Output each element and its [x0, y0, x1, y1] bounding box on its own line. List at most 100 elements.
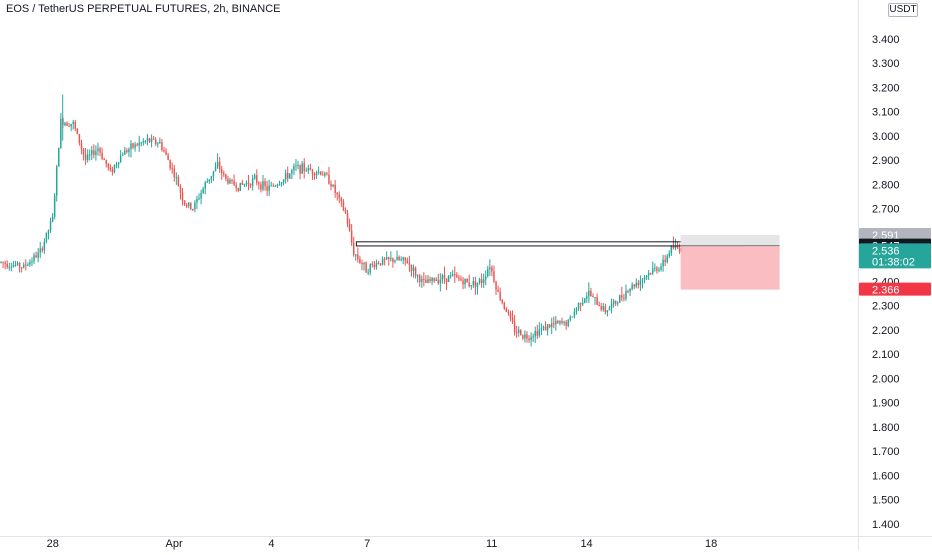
candle-body: [532, 336, 534, 338]
candle-body: [227, 178, 229, 184]
candle-body: [458, 277, 460, 279]
candle-body: [577, 303, 580, 309]
candle-body: [586, 296, 588, 299]
candle-body: [433, 278, 435, 281]
y-tick-label: 2.200: [872, 325, 900, 337]
candle-body: [623, 297, 625, 299]
candle-body: [223, 173, 225, 175]
candle-body: [86, 154, 89, 161]
candle-body: [243, 184, 246, 186]
candle-body: [229, 179, 231, 184]
candle-body: [629, 289, 631, 292]
target-zone[interactable]: [680, 235, 780, 246]
candle-body: [109, 167, 112, 170]
candle-body: [536, 331, 539, 336]
candle-body: [652, 268, 654, 274]
candle-body: [175, 177, 178, 179]
candle-body: [559, 320, 561, 324]
candle-body: [350, 230, 353, 243]
candle-body: [423, 278, 425, 280]
candle-body: [454, 274, 456, 276]
candle-body: [43, 241, 46, 251]
candle-body: [472, 281, 475, 286]
symbol-title[interactable]: EOS / TetherUS PERPETUAL FUTURES, 2h, BI…: [6, 3, 281, 15]
candle-body: [369, 264, 371, 273]
candle-body: [200, 192, 202, 199]
candle-body: [111, 169, 114, 173]
stop-zone[interactable]: [680, 245, 780, 290]
candle-body: [674, 245, 677, 249]
candle-body: [658, 269, 660, 271]
candle-body: [375, 262, 378, 268]
candle-body: [476, 282, 479, 287]
candle-body: [544, 326, 547, 331]
price-axis-panel[interactable]: [858, 0, 932, 550]
candle-body: [177, 177, 180, 187]
candle-body: [324, 173, 326, 176]
candle-body: [538, 329, 541, 336]
candle-body: [282, 179, 285, 183]
candle-body: [27, 264, 29, 266]
candle-body: [185, 204, 188, 207]
candle-body: [231, 179, 233, 181]
candle-body: [491, 267, 493, 272]
candle-body: [429, 279, 431, 282]
candle-body: [280, 182, 283, 185]
currency-unit-button[interactable]: USDT: [888, 3, 918, 17]
candle-body: [487, 269, 489, 277]
candle-body: [588, 290, 590, 297]
last-price-label: 2.536: [872, 245, 900, 257]
candle-body: [501, 299, 503, 303]
candle-body: [579, 303, 582, 305]
x-tick-label: Apr: [166, 538, 183, 550]
y-tick-label: 2.900: [872, 155, 900, 167]
candle-body: [239, 182, 242, 191]
candle-body: [76, 128, 79, 135]
candle-body: [204, 182, 206, 189]
candle-body: [478, 279, 481, 283]
last-price-tag: [859, 243, 931, 269]
stop-price-label: 2.366: [872, 285, 900, 297]
x-tick-label: 4: [268, 538, 274, 550]
candle-body: [363, 262, 365, 265]
candle-body: [581, 302, 584, 305]
candle-body: [313, 173, 316, 176]
candle-body: [262, 181, 264, 190]
candle-body: [64, 122, 66, 125]
candle-body: [10, 266, 13, 268]
candle-body: [253, 175, 256, 179]
candle-body: [443, 275, 446, 279]
candle-body: [359, 258, 361, 263]
candle-body: [136, 144, 138, 146]
candle-body: [117, 162, 120, 165]
candle-body: [464, 278, 466, 285]
candle-body: [610, 303, 613, 308]
candle-body: [266, 186, 268, 191]
candle-body: [278, 184, 281, 186]
candle-body: [301, 163, 303, 174]
candle-body: [16, 263, 19, 265]
drawing-tools-layer[interactable]: [355, 235, 780, 290]
candle-body: [592, 295, 594, 298]
candle-body: [553, 323, 555, 325]
y-tick-label: 1.900: [872, 398, 900, 410]
x-tick-label: 28: [47, 538, 59, 550]
candle-body: [408, 263, 411, 266]
candle-body: [621, 295, 623, 298]
candle-body: [196, 198, 198, 203]
candle-body: [649, 273, 652, 275]
candle-body: [138, 142, 140, 146]
candle-body: [530, 337, 532, 341]
candle-body: [6, 263, 8, 268]
candle-body: [367, 272, 369, 274]
candle-body: [462, 280, 464, 285]
candle-body: [522, 335, 524, 339]
candle-body: [237, 187, 239, 191]
candle-body: [330, 183, 332, 187]
candle-body: [192, 209, 194, 211]
candle-body: [218, 161, 221, 170]
candle-body: [55, 166, 58, 196]
